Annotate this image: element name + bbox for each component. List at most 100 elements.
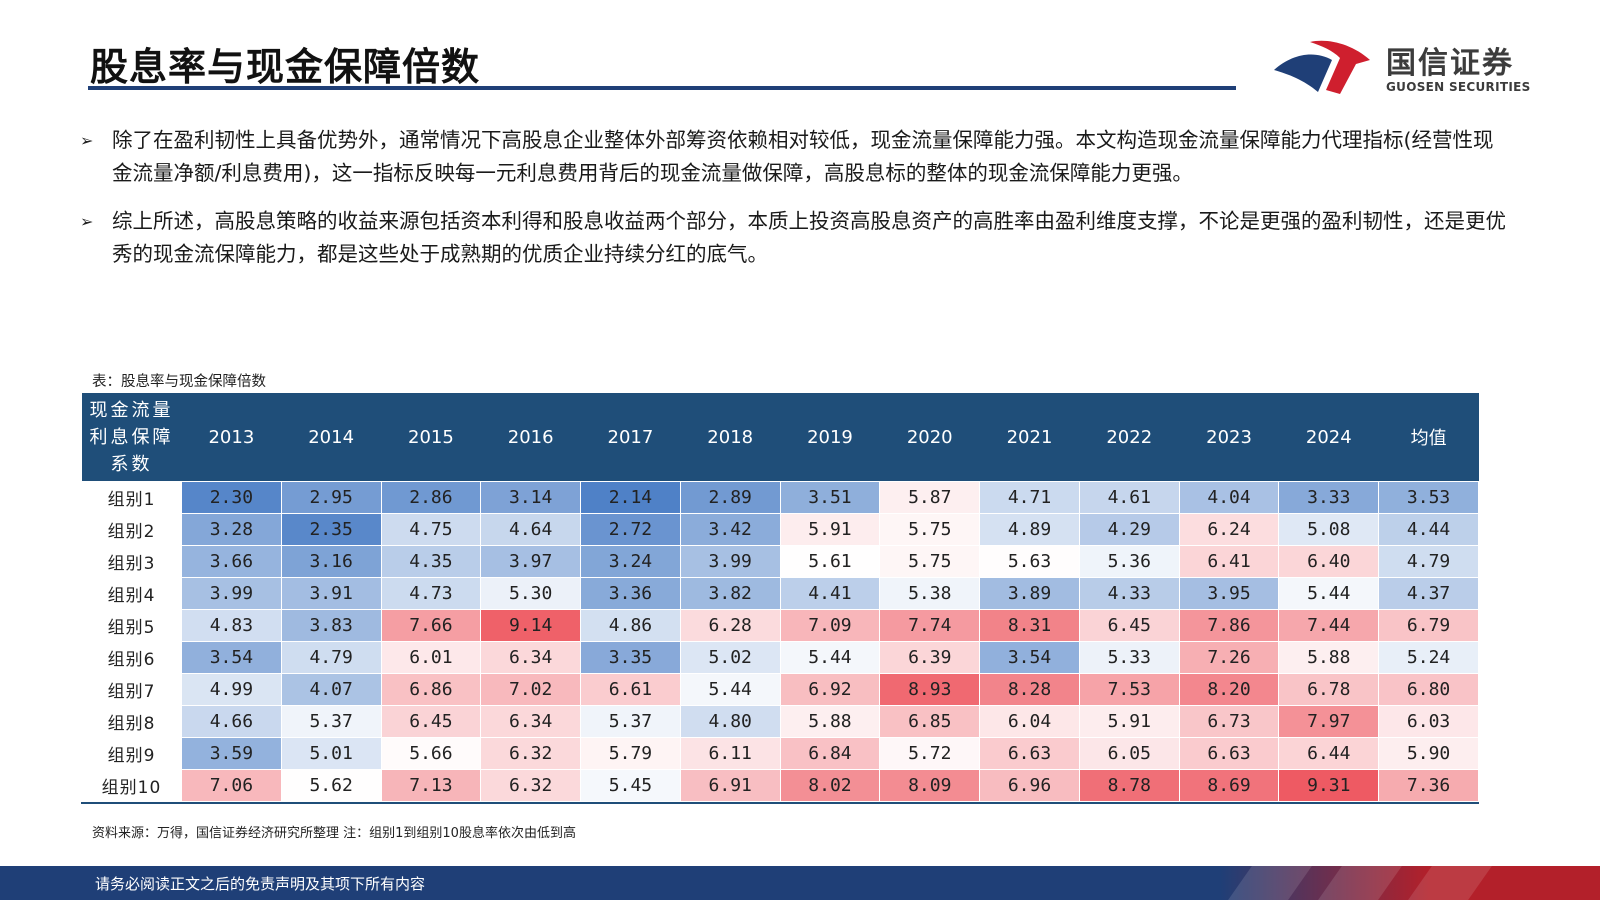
table-body: 组别1 2.30 2.95 2.86 3.14 2.14 2.89 3.51 5.87 4.71 4…: [81, 481, 1479, 802]
heatmap-cell: 8.02: [779, 769, 881, 802]
heatmap-cell: 4.61: [1078, 481, 1180, 514]
table-row: 组别8 4.66 5.37 6.45 6.34 5.37 4.80 5.88 6.85 6.04 5…: [81, 705, 1479, 738]
heatmap-cell: 5.44: [779, 641, 881, 674]
heatmap-cell: 6.86: [380, 673, 482, 706]
column-header: 2021: [979, 393, 1080, 482]
heatmap-cell: 2.95: [280, 481, 382, 514]
heatmap-cell: 7.44: [1278, 609, 1380, 642]
row-label: 组别4: [81, 577, 182, 610]
heatmap-cell: 4.71: [979, 481, 1080, 514]
table-caption: 表：股息率与现金保障倍数: [92, 374, 266, 390]
column-header: 2024: [1278, 393, 1379, 482]
heatmap-cell: 6.39: [879, 641, 981, 674]
heatmap-cell: 6.04: [979, 705, 1080, 738]
heatmap-cell: 7.26: [1178, 641, 1280, 674]
table-row: 组别10 7.06 5.62 7.13 6.32 5.45 6.91 8.02 8.09 6.96…: [81, 769, 1479, 802]
logo-text-en: GUOSEN SECURITIES: [1386, 80, 1531, 94]
company-logo: 国信证券 GUOSEN SECURITIES: [1270, 34, 1570, 100]
heatmap-cell: 6.44: [1278, 737, 1380, 770]
heatmap-cell: 5.75: [879, 513, 981, 546]
heatmap-cell: 5.45: [580, 769, 681, 802]
heatmap-cell: 3.33: [1278, 481, 1380, 514]
heatmap-cell: 3.28: [181, 513, 282, 546]
heatmap-cell: 5.36: [1078, 545, 1180, 578]
heatmap-cell: 2.86: [380, 481, 482, 514]
heatmap-cell: 6.40: [1278, 545, 1380, 578]
column-header: 2014: [281, 393, 382, 482]
page-title: 股息率与现金保障倍数: [90, 45, 481, 89]
heatmap-cell: 2.35: [280, 513, 382, 546]
heatmap-cell: 5.62: [280, 769, 382, 802]
heatmap-cell: 5.91: [1078, 705, 1180, 738]
heatmap-cell: 3.83: [280, 609, 382, 642]
row-label: 组别10: [81, 769, 182, 802]
heatmap-cell: 4.80: [679, 705, 781, 738]
heatmap-cell: 4.37: [1378, 577, 1479, 610]
heatmap-cell: 6.78: [1278, 673, 1380, 706]
heatmap-cell: 6.24: [1178, 513, 1280, 546]
heatmap-cell: 9.31: [1278, 769, 1380, 802]
heatmap-cell: 7.02: [480, 673, 582, 706]
heatmap-cell: 3.95: [1178, 577, 1280, 610]
heatmap-cell: 5.91: [779, 513, 881, 546]
heatmap-cell: 4.29: [1078, 513, 1180, 546]
heatmap-cell: 5.01: [280, 737, 382, 770]
title-underline: [88, 86, 1236, 90]
heatmap-cell: 4.35: [380, 545, 482, 578]
heatmap-cell: 3.97: [480, 545, 582, 578]
heatmap-cell: 4.07: [280, 673, 382, 706]
footer-disclaimer: 请务必阅读正文之后的免责声明及其项下所有内容: [95, 875, 426, 893]
heatmap-cell: 3.24: [580, 545, 681, 578]
heatmap-cell: 6.05: [1078, 737, 1180, 770]
heatmap-cell: 8.20: [1178, 673, 1280, 706]
heatmap-cell: 7.74: [879, 609, 981, 642]
heatmap-cell: 5.87: [879, 481, 981, 514]
heatmap-cell: 5.44: [1278, 577, 1380, 610]
heatmap-cell: 3.51: [779, 481, 881, 514]
heatmap-cell: 4.66: [181, 705, 282, 738]
heatmap-cell: 4.73: [380, 577, 482, 610]
heatmap-cell: 8.69: [1178, 769, 1280, 802]
heatmap-cell: 6.41: [1178, 545, 1280, 578]
column-header: 2015: [381, 393, 481, 482]
heatmap-cell: 4.04: [1178, 481, 1280, 514]
row-label: 组别5: [81, 609, 182, 642]
heatmap-cell: 3.42: [679, 513, 781, 546]
heatmap-cell: 6.63: [979, 737, 1080, 770]
heatmap-cell: 7.86: [1178, 609, 1280, 642]
heatmap-cell: 3.66: [181, 545, 282, 578]
column-header: 2018: [680, 393, 781, 482]
heatmap-table-container: 现金流量利息保障系数 2013 2014 2015 2016 2017 2018 2019 2…: [81, 393, 1479, 804]
heatmap-cell: 6.32: [480, 769, 582, 802]
heatmap-cell: 5.08: [1278, 513, 1380, 546]
heatmap-cell: 5.02: [679, 641, 781, 674]
heatmap-cell: 4.75: [380, 513, 482, 546]
heatmap-cell: 7.13: [380, 769, 482, 802]
heatmap-cell: 6.28: [679, 609, 781, 642]
heatmap-cell: 6.03: [1378, 705, 1479, 738]
row-label: 组别1: [81, 481, 182, 514]
row-label: 组别9: [81, 737, 182, 770]
heatmap-cell: 3.82: [679, 577, 781, 610]
heatmap-table: 现金流量利息保障系数 2013 2014 2015 2016 2017 2018 2019 2…: [81, 393, 1479, 802]
heatmap-cell: 5.75: [879, 545, 981, 578]
heatmap-cell: 6.91: [679, 769, 781, 802]
row-label: 组别2: [81, 513, 182, 546]
heatmap-cell: 7.36: [1378, 769, 1479, 802]
bullet-arrow-icon: ➢: [80, 131, 94, 150]
table-row: 组别4 3.99 3.91 4.73 5.30 3.36 3.82 4.41 5.38 3.89 4…: [81, 577, 1479, 610]
bullet-item: ➢ 综上所述，高股息策略的收益来源包括资本利得和股息收益两个部分，本质上投资高股…: [80, 205, 1510, 271]
heatmap-cell: 8.31: [979, 609, 1080, 642]
heatmap-cell: 5.37: [580, 705, 681, 738]
heatmap-cell: 6.45: [1078, 609, 1180, 642]
heatmap-cell: 4.33: [1078, 577, 1180, 610]
heatmap-cell: 4.89: [979, 513, 1080, 546]
heatmap-cell: 6.34: [480, 641, 582, 674]
column-header: 2022: [1079, 393, 1180, 482]
bullet-list: ➢ 除了在盈利韧性上具备优势外，通常情况下高股息企业整体外部筹资依赖相对较低，现…: [80, 124, 1510, 286]
heatmap-cell: 6.45: [380, 705, 482, 738]
heatmap-cell: 3.35: [580, 641, 681, 674]
heatmap-cell: 5.79: [580, 737, 681, 770]
heatmap-cell: 8.09: [879, 769, 981, 802]
heatmap-cell: 5.38: [879, 577, 981, 610]
